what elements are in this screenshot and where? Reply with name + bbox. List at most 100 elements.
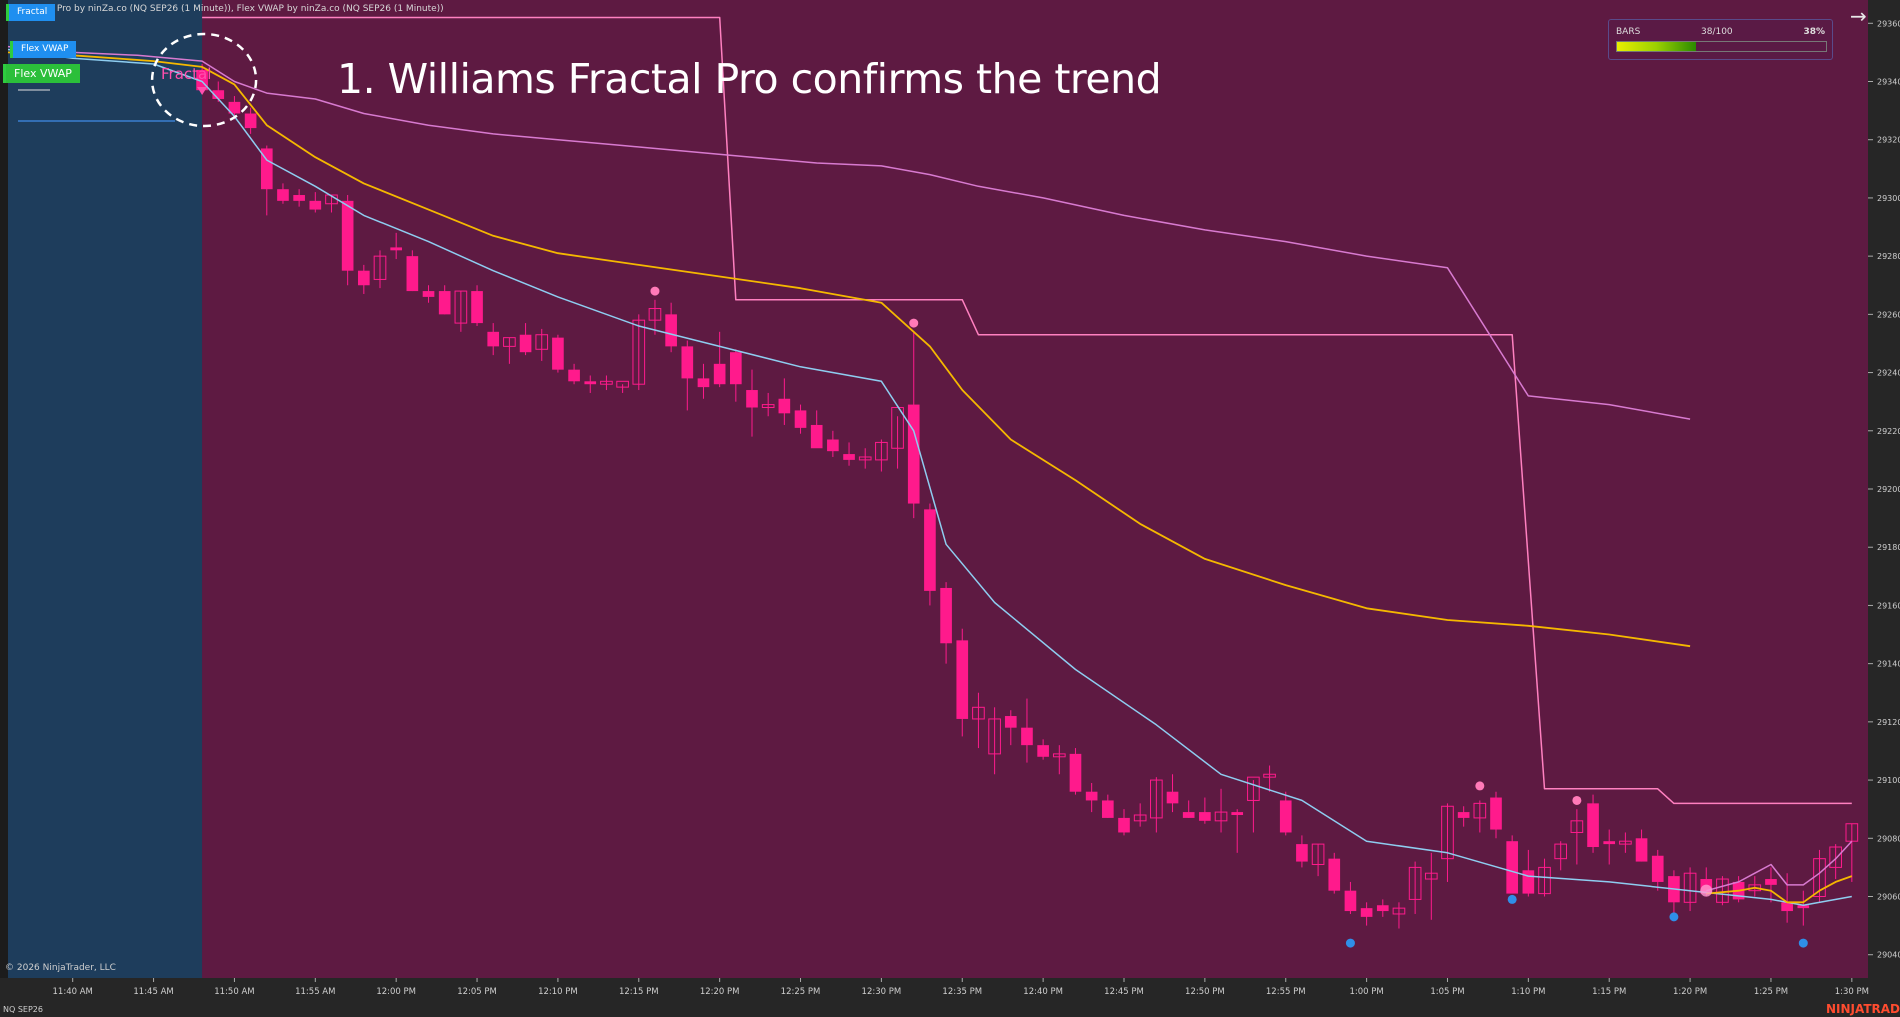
- candle-body: [1052, 753, 1066, 758]
- candle-body: [1150, 779, 1163, 819]
- bars-progress-fill: [1617, 42, 1697, 51]
- fractal-up-marker: [909, 318, 919, 328]
- indicator-series-line: [7, 45, 1691, 420]
- candle-body: [907, 404, 920, 504]
- candle-body: [1829, 846, 1842, 868]
- candle-body: [519, 334, 532, 353]
- candle-body: [681, 346, 694, 379]
- x-axis-tick-label: 11:40 AM: [53, 987, 93, 997]
- candle-body: [1328, 858, 1341, 891]
- bars-percent: 38%: [1803, 27, 1825, 37]
- flex-vwap-indicator-tag[interactable]: Flex VWAP: [10, 41, 77, 58]
- candle-body: [293, 195, 305, 201]
- candle-body: [1004, 716, 1017, 728]
- bars-label: BARS: [1616, 27, 1641, 37]
- candle-body: [697, 378, 710, 388]
- candle-body: [1311, 843, 1325, 865]
- candle-body: [1392, 907, 1406, 915]
- candle-body: [1069, 753, 1082, 792]
- candle-body: [632, 319, 646, 385]
- candle-body: [1214, 811, 1228, 822]
- y-axis-tick-label: 29180: [1877, 543, 1900, 552]
- candle-body: [1554, 843, 1568, 860]
- candle-body: [956, 640, 969, 719]
- flex-vwap-indicator-tag-secondary[interactable]: Flex VWAP: [3, 64, 80, 83]
- candle-body: [1344, 890, 1357, 912]
- x-axis-tick-label: 12:40 PM: [1023, 987, 1063, 997]
- candle-body: [1603, 841, 1616, 845]
- candle-body: [1037, 745, 1049, 757]
- fractal-indicator-tag[interactable]: Fractal: [6, 4, 56, 21]
- candle-body: [552, 337, 564, 370]
- y-axis-tick-label: 29340: [1877, 78, 1900, 87]
- candle-body: [244, 113, 257, 129]
- x-axis-tick-label: 1:30 PM: [1835, 987, 1869, 997]
- x-axis-tick-label: 12:15 PM: [619, 987, 659, 997]
- candle-body: [309, 200, 322, 210]
- candle-body: [891, 407, 904, 449]
- candle-body: [1441, 805, 1454, 860]
- y-axis-tick-label: 29320: [1877, 136, 1900, 145]
- brand-logo: NINJATRAD: [1825, 1002, 1900, 1016]
- candle-body: [1845, 823, 1859, 842]
- fractal-highlight-circle: [150, 32, 258, 128]
- candle-body: [1133, 814, 1147, 822]
- candle-body: [1424, 872, 1438, 880]
- candle-body: [438, 291, 451, 315]
- candle-body: [1765, 879, 1777, 885]
- arrow-right-icon[interactable]: →: [1850, 4, 1867, 28]
- y-axis-tick-label: 29120: [1877, 718, 1900, 727]
- fractal-up-marker: [650, 286, 660, 296]
- fractal-down-marker: [1345, 938, 1355, 948]
- candle-body: [487, 331, 500, 347]
- candle-body: [1408, 866, 1422, 900]
- candle-body: [600, 380, 613, 385]
- x-axis-tick-label: 12:35 PM: [942, 987, 982, 997]
- x-axis-tick-label: 12:50 PM: [1185, 987, 1225, 997]
- y-axis-tick-label: 29260: [1877, 310, 1900, 319]
- x-axis-tick-label: 12:05 PM: [457, 987, 497, 997]
- candle-body: [1296, 844, 1308, 862]
- candle-body: [1716, 878, 1729, 903]
- indicator-series-line: [1706, 875, 1853, 904]
- x-axis-tick-label: 12:20 PM: [700, 987, 740, 997]
- candle-body: [503, 337, 516, 347]
- candle-body: [1651, 855, 1664, 882]
- y-axis-tick-label: 29100: [1877, 776, 1900, 785]
- x-axis-tick-label: 1:10 PM: [1511, 987, 1545, 997]
- candle-body: [1635, 838, 1648, 862]
- candle-body: [648, 308, 662, 321]
- fractal-down-marker: [1507, 894, 1517, 904]
- candle-body: [746, 390, 758, 408]
- x-axis-tick-label: 1:00 PM: [1349, 987, 1383, 997]
- candle-body: [616, 380, 629, 388]
- indicator-series-line: [1706, 840, 1853, 892]
- candle-body: [1797, 905, 1810, 909]
- candle-body: [422, 291, 435, 297]
- y-axis-tick-label: 29220: [1877, 427, 1900, 436]
- candle-body: [1199, 812, 1211, 821]
- candle-body: [1263, 773, 1276, 778]
- x-axis-tick-label: 1:25 PM: [1754, 987, 1788, 997]
- annotation-text: 1. Williams Fractal Pro confirms the tre…: [337, 55, 1162, 103]
- candle-body: [665, 314, 677, 347]
- y-axis-tick-label: 29280: [1877, 252, 1900, 261]
- candle-body: [212, 90, 225, 99]
- fractal-annotation-label: Fractal: [161, 65, 212, 83]
- candle-body: [1231, 812, 1244, 815]
- x-axis-tick-label: 12:25 PM: [781, 987, 821, 997]
- y-axis-tick-label: 29240: [1877, 369, 1900, 378]
- candle-body: [1457, 812, 1470, 818]
- y-axis-tick-label: 29360: [1877, 19, 1900, 28]
- candle-body: [972, 706, 985, 720]
- y-axis-tick-label: 29300: [1877, 194, 1900, 203]
- candle-body: [373, 255, 387, 280]
- x-axis-tick-label: 12:00 PM: [376, 987, 416, 997]
- candle-body: [406, 256, 419, 292]
- y-axis-tick-label: 29040: [1877, 951, 1900, 960]
- time-axis-panel: [0, 978, 1900, 1017]
- copyright-text: © 2026 NinjaTrader, LLC: [5, 963, 116, 973]
- y-axis-tick-label: 29160: [1877, 601, 1900, 610]
- candle-body: [277, 189, 289, 201]
